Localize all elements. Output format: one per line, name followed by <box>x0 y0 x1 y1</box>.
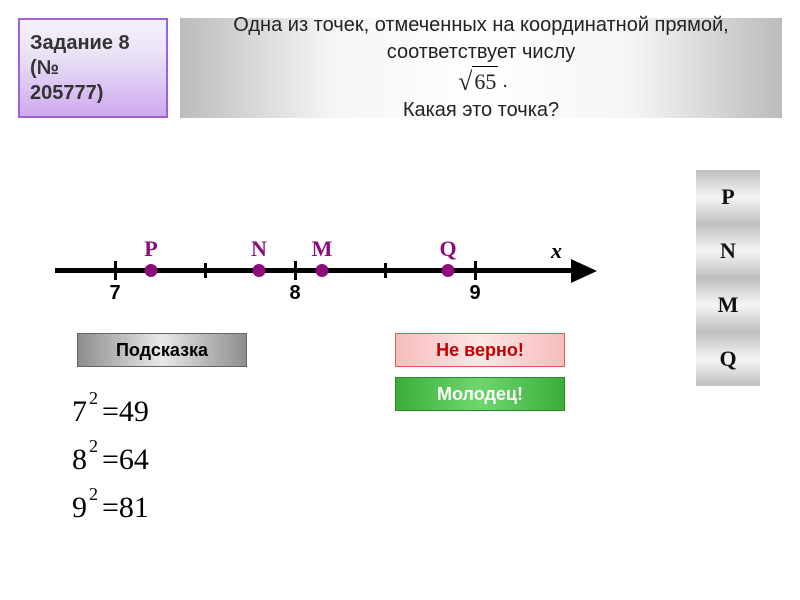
task-number-prefix: (№ <box>30 56 156 81</box>
right-feedback: Молодец! <box>395 377 565 411</box>
eq-base: 8 <box>72 436 87 484</box>
equation: 92= 81 <box>72 484 149 532</box>
task-title: Задание 8 <box>30 31 156 56</box>
sqrt-radicand: 65 <box>472 66 498 97</box>
equation: 82= 64 <box>72 436 149 484</box>
question-box: Одна из точек, отмеченных на координатно… <box>180 18 782 118</box>
point-q <box>442 264 455 277</box>
answer-option-n[interactable]: N <box>696 224 760 278</box>
hint-button[interactable]: Подсказка <box>77 333 247 367</box>
point-label-p: P <box>144 236 157 262</box>
wrong-feedback: Не верно! <box>395 333 565 367</box>
tick <box>114 261 117 280</box>
equation: 72= 49 <box>72 388 149 436</box>
eq-base: 9 <box>72 484 87 532</box>
tick-label: 7 <box>109 282 120 305</box>
eq-eq: = <box>102 388 119 436</box>
tick-label: 9 <box>469 282 480 305</box>
radical-icon: √ <box>458 69 472 95</box>
point-m <box>316 264 329 277</box>
point-label-q: Q <box>439 236 456 262</box>
tick <box>474 261 477 280</box>
wrong-label: Не верно! <box>436 340 524 361</box>
hint-equations: 72= 4982= 6492= 81 <box>72 388 149 532</box>
eq-result: 64 <box>119 436 149 484</box>
eq-result: 81 <box>119 484 149 532</box>
right-label: Молодец! <box>437 384 523 405</box>
point-p <box>145 264 158 277</box>
sqrt-expression: √ 65 <box>458 66 498 97</box>
eq-result: 49 <box>119 388 149 436</box>
arrowhead-icon <box>571 259 597 283</box>
tick <box>294 261 297 280</box>
answer-option-q[interactable]: Q <box>696 332 760 386</box>
point-label-m: M <box>312 236 333 262</box>
minor-tick <box>384 263 387 278</box>
question-text-after: . <box>502 68 508 95</box>
eq-exp: 2 <box>89 432 98 461</box>
axis-variable: x <box>551 238 562 264</box>
eq-base: 7 <box>72 388 87 436</box>
tick-label: 8 <box>289 282 300 305</box>
answer-column: PNMQ <box>696 170 760 386</box>
minor-tick <box>204 263 207 278</box>
eq-eq: = <box>102 484 119 532</box>
answer-option-p[interactable]: P <box>696 170 760 224</box>
point-label-n: N <box>251 236 267 262</box>
eq-exp: 2 <box>89 480 98 509</box>
eq-exp: 2 <box>89 384 98 413</box>
question-text-1: Одна из точек, отмеченных на координатно… <box>190 12 772 66</box>
task-number: 205777) <box>30 81 156 106</box>
number-line: x 7 8 9 P N M Q <box>55 228 595 308</box>
task-badge: Задание 8 (№ 205777) <box>18 18 168 118</box>
answer-option-m[interactable]: M <box>696 278 760 332</box>
point-n <box>253 264 266 277</box>
hint-button-label: Подсказка <box>116 340 208 361</box>
eq-eq: = <box>102 436 119 484</box>
question-text-2: Какая это точка? <box>403 97 559 124</box>
